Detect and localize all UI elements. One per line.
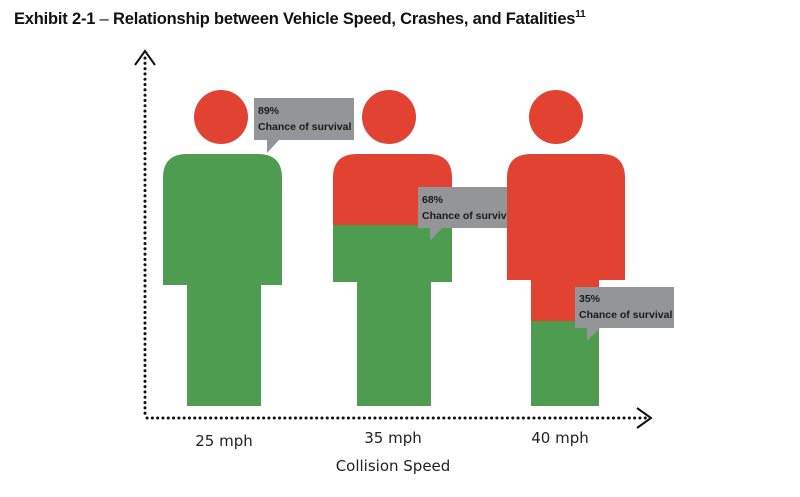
survival-segment bbox=[507, 321, 625, 406]
callout-label: Chance of survival bbox=[258, 121, 351, 133]
callout-percent: 89% bbox=[258, 105, 280, 117]
head-icon bbox=[529, 90, 583, 144]
callout-40mph: 35% Chance of survival bbox=[575, 287, 674, 341]
head-icon bbox=[362, 90, 416, 144]
survival-segment bbox=[333, 225, 452, 406]
exhibit-title: Exhibit 2-1 – Relationship between Vehic… bbox=[14, 9, 586, 29]
callout-label: Chance of survival bbox=[422, 210, 515, 222]
callout-percent: 35% bbox=[579, 293, 601, 305]
y-axis bbox=[134, 49, 156, 418]
title-dash: – bbox=[95, 10, 113, 28]
callout-percent: 68% bbox=[422, 194, 444, 206]
x-axis-title: Collision Speed bbox=[336, 457, 451, 475]
x-axis bbox=[145, 407, 653, 429]
exhibit-title-text: Relationship between Vehicle Speed, Cras… bbox=[113, 10, 576, 28]
y-axis-arrow-icon bbox=[134, 49, 156, 66]
footnote-ref: 11 bbox=[575, 9, 586, 20]
x-tick-35mph: 35 mph bbox=[364, 429, 422, 447]
callout-label: Chance of survival bbox=[579, 309, 672, 321]
head-icon bbox=[194, 90, 248, 144]
x-axis-arrow-icon bbox=[636, 407, 653, 429]
exhibit-number: Exhibit 2-1 bbox=[14, 10, 96, 28]
survival-segment bbox=[163, 154, 282, 406]
callout-25mph: 89% Chance of survival bbox=[254, 98, 354, 153]
person-figure-40mph bbox=[507, 90, 625, 406]
x-tick-25mph: 25 mph bbox=[195, 432, 253, 450]
x-tick-40mph: 40 mph bbox=[531, 429, 589, 447]
callout-35mph: 68% Chance of survival bbox=[418, 187, 516, 241]
